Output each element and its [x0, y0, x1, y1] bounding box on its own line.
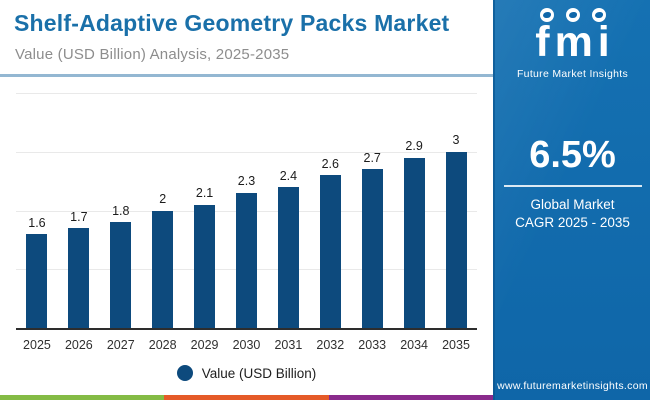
bar-value-label-2029: 2.1	[195, 186, 214, 201]
brand-sidebar: fmi Future Market Insights 6.5% Global M…	[493, 0, 650, 400]
chart-panel: Shelf-Adaptive Geometry Packs Market Val…	[0, 10, 493, 400]
footer-color-stripe	[0, 395, 493, 400]
fmi-logo-tagline: Future Market Insights	[516, 67, 629, 80]
bar-slot-2025: 1.6	[16, 95, 58, 328]
cagr-value: 6.5%	[529, 133, 616, 176]
x-tick-2033: 2033	[358, 338, 387, 352]
x-tick-2034: 2034	[400, 338, 429, 352]
bar-slot-2027: 1.8	[100, 95, 142, 328]
bar-2031	[277, 187, 299, 328]
x-tick-2026: 2026	[64, 338, 93, 352]
chart-legend: Value (USD Billion)	[0, 362, 493, 384]
x-tick-2030: 2030	[232, 338, 261, 352]
website-link[interactable]: www.futuremarketinsights.com	[497, 380, 648, 392]
bar-slot-2031: 2.4	[267, 95, 309, 328]
bar-value-label-2027: 1.8	[112, 203, 130, 218]
bar-value-label-2028: 2	[159, 192, 167, 206]
bar-2025	[26, 234, 48, 328]
bar-2027	[110, 222, 132, 328]
x-tick-2029: 2029	[190, 338, 219, 352]
gridline-3	[16, 151, 477, 153]
bar-value-label-2032: 2.6	[321, 156, 339, 171]
bar-slot-2034: 2.9	[393, 95, 435, 328]
x-tick-2027: 2027	[106, 338, 135, 352]
cagr-label-line1: Global Market	[530, 196, 615, 212]
x-tick-2032: 2032	[316, 338, 345, 352]
x-axis-labels: 2025 2026 2027 2028 2029 2030 2031 2032 2033 2034…	[16, 338, 477, 352]
bar-value-label-2026: 1.7	[70, 209, 88, 224]
page-subtitle: Value (USD Billion) Analysis, 2025-2035	[15, 46, 290, 63]
bar-slot-2033: 2.7	[351, 95, 393, 328]
bar-2034	[403, 157, 425, 328]
bar-slot-2029: 2.1	[184, 95, 226, 328]
x-tick-2028: 2028	[148, 338, 177, 352]
bar-value-label-2035: 3	[452, 133, 460, 148]
stripe-green	[0, 395, 165, 400]
x-tick-2031: 2031	[274, 338, 303, 352]
page-title: Shelf-Adaptive Geometry Packs Market	[14, 10, 450, 36]
gridline-4	[16, 93, 477, 94]
stripe-orange	[164, 395, 329, 400]
bar-value-label-2033: 2.7	[363, 150, 381, 165]
bar-value-label-2030: 2.3	[237, 174, 256, 189]
bar-slot-2032: 2.6	[309, 95, 351, 328]
bar-slot-2035: 3	[435, 95, 477, 328]
bar-slot-2028: 2	[142, 95, 184, 328]
bar-2030	[235, 192, 257, 328]
fmi-logo-icons	[539, 8, 606, 22]
cagr-divider	[503, 184, 642, 187]
cagr-label-line2: CAGR 2025 - 2035	[515, 215, 630, 231]
map-globe-icon-2	[565, 8, 580, 22]
bar-value-label-2025: 1.6	[28, 215, 46, 230]
bar-2028	[152, 210, 174, 328]
bar-slot-2026: 1.7	[58, 95, 100, 328]
fmi-logo: fmi	[535, 18, 615, 66]
bar-2026	[68, 228, 90, 328]
bar-chart-plot-area: 1.6 1.7 1.8 2 2.1 2.3 2.4 2.6 2.7 2.9 3	[16, 93, 477, 330]
x-tick-2025: 2025	[23, 338, 51, 352]
x-tick-2035: 2035	[442, 338, 470, 352]
bar-value-label-2031: 2.4	[279, 168, 298, 183]
stripe-purple	[328, 395, 493, 400]
bar-series: 1.6 1.7 1.8 2 2.1 2.3 2.4 2.6 2.7 2.9 3	[16, 95, 477, 328]
bar-slot-2030: 2.3	[226, 95, 268, 328]
bar-2029	[194, 204, 216, 328]
legend-label: Value (USD Billion)	[201, 365, 317, 381]
map-globe-icon-3	[591, 8, 606, 22]
bar-2035	[445, 151, 467, 328]
header-divider	[0, 74, 493, 77]
cagr-label: Global Market CAGR 2025 - 2035	[515, 196, 630, 234]
map-globe-icon-1	[539, 8, 554, 22]
bar-2033	[361, 169, 383, 328]
legend-marker-icon	[176, 365, 193, 381]
bar-2032	[319, 175, 341, 328]
bar-value-label-2034: 2.9	[405, 139, 423, 154]
